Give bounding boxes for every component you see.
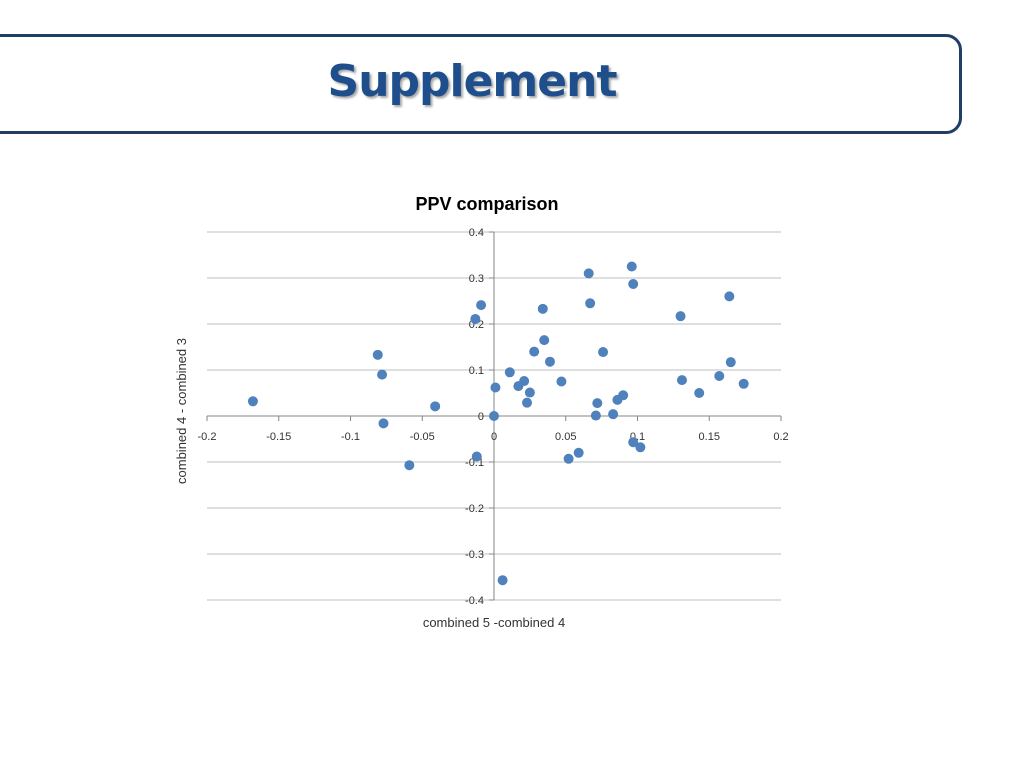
y-axis-label: combined 4 - combined 3 [174,338,189,484]
x-tick-labels: -0.2 -0.15 -0.1 -0.05 0 0.05 0.1 0.15 0.2 [198,431,789,443]
data-point-13 [519,376,530,387]
data-point-1 [372,349,383,360]
data-point-35 [675,311,686,322]
data-point-15 [524,387,535,398]
x-tick-label-8: 0.2 [773,431,788,443]
y-tick-labels: -0.4-0.3-0.2-0.100.10.20.30.4 [465,227,484,607]
data-point-9 [490,382,501,393]
data-point-16 [529,346,540,357]
x-tick-label-1: -0.15 [266,431,291,443]
data-point-32 [628,278,639,289]
data-point-37 [694,388,705,398]
data-point-26 [592,398,603,409]
data-point-4 [404,460,415,471]
y-tick-label-4: 0 [478,411,484,423]
data-point-41 [738,378,749,389]
chart-title: PPV comparison [415,194,558,214]
x-tick-label-7: 0.15 [699,431,720,443]
data-point-11 [504,367,515,378]
x-tick-label-2: -0.1 [341,431,360,443]
data-point-5 [430,401,441,412]
slide-title: Supplement [327,56,618,107]
x-tick-label-0: -0.2 [198,431,217,443]
data-point-22 [573,447,584,458]
data-point-34 [635,442,646,453]
data-point-25 [590,410,601,421]
data-points [247,261,749,586]
y-tick-label-8: 0.4 [469,227,484,239]
data-point-14 [522,397,533,408]
data-point-8 [476,300,487,311]
data-point-20 [556,376,567,387]
x-tick-label-3: -0.05 [410,431,435,443]
data-point-18 [539,335,550,346]
x-tick-label-5: 0.05 [555,431,576,443]
data-point-36 [676,375,687,386]
y-tick-label-2: -0.2 [465,503,484,515]
x-axis-label: combined 5 -combined 4 [423,615,565,630]
x-tick-label-4: 0 [491,431,497,443]
data-point-38 [714,370,725,381]
data-point-0 [247,396,258,407]
data-point-39 [724,291,735,302]
data-point-33 [628,437,639,448]
y-tick-label-5: 0.1 [469,365,484,377]
data-point-21 [563,453,574,464]
data-point-27 [598,347,609,358]
y-tick-label-0: -0.4 [465,595,484,607]
data-point-23 [583,268,594,279]
data-point-28 [608,409,619,420]
y-tick-label-7: 0.3 [469,273,484,285]
data-point-42 [497,575,508,586]
data-point-3 [378,418,389,429]
title-banner [0,34,962,134]
data-point-6 [471,451,482,462]
data-point-19 [544,356,555,367]
data-point-7 [470,313,481,324]
data-point-10 [489,411,499,421]
data-point-40 [725,357,736,368]
data-point-24 [585,298,596,309]
data-point-30 [618,390,629,401]
data-point-2 [377,369,388,380]
data-point-31 [626,261,637,272]
y-tick-label-1: -0.3 [465,549,484,561]
data-point-17 [537,303,548,314]
